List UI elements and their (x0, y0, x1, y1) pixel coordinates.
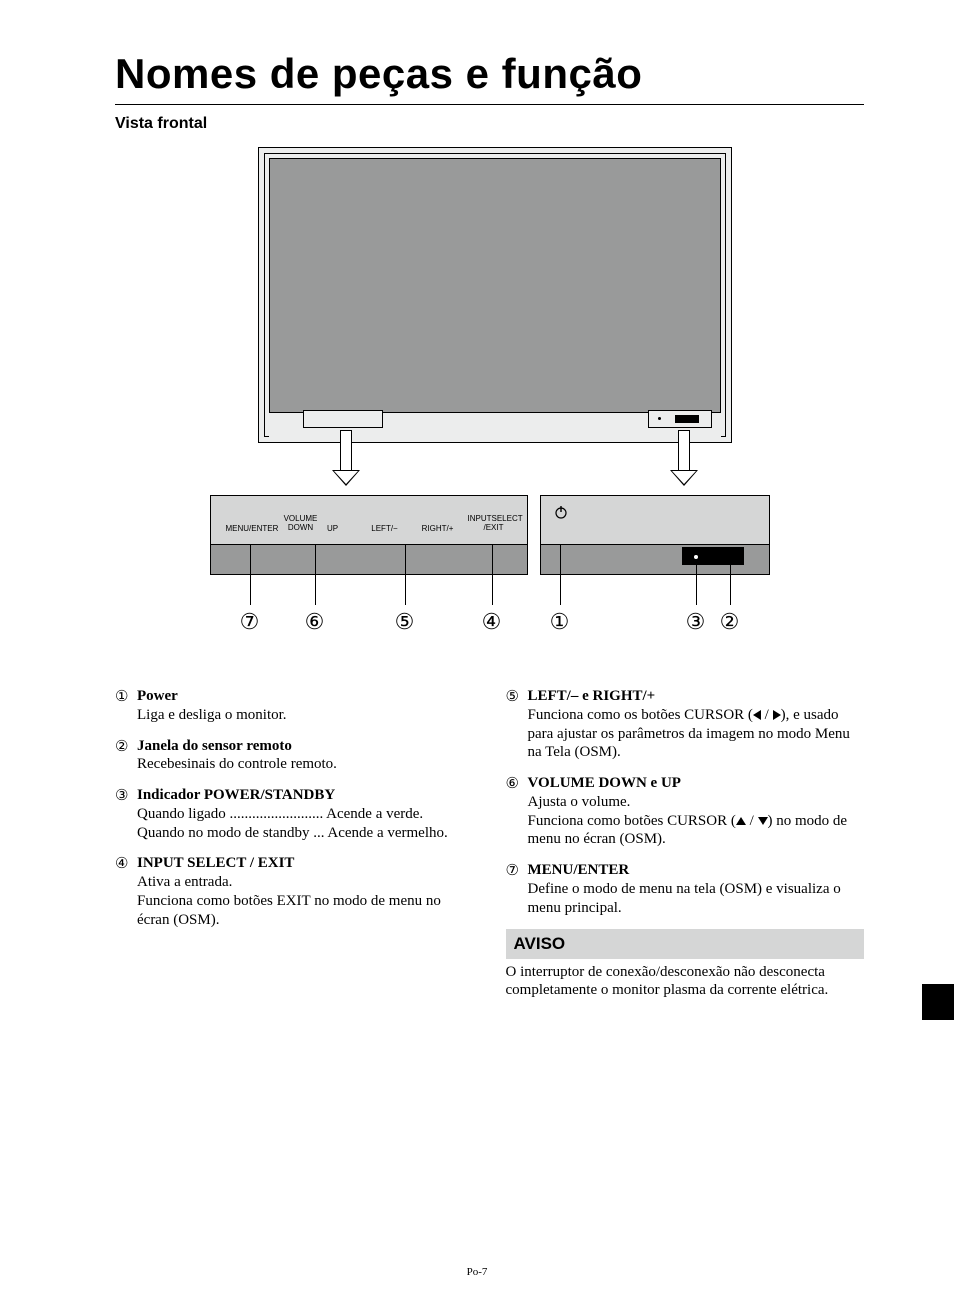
item-menu-line1: Define o modo de menu na tela (OSM) e vi… (528, 881, 841, 916)
monitor-screen (269, 158, 721, 413)
item-volume-line1: Ajusta o volume. (528, 794, 631, 810)
item-standby-title: Indicador POWER/STANDBY (137, 787, 335, 803)
bezel-led-hint (658, 417, 661, 420)
callout-4: ④ (481, 609, 503, 631)
item-power-desc: Liga e desliga o monitor. (137, 707, 287, 723)
item-sensor-title: Janela do sensor remoto (137, 738, 292, 754)
item-menu-enter: ⑦ MENU/ENTER Define o modo de menu na te… (506, 861, 865, 917)
triangle-left-icon (753, 710, 761, 720)
callout-line-5 (405, 545, 406, 605)
item-input-select: ④ INPUT SELECT / EXIT Ativa a entrada. F… (115, 854, 474, 929)
triangle-right-icon (773, 710, 781, 720)
item-input-title: INPUT SELECT / EXIT (137, 855, 294, 871)
aviso-body: O interruptor de conexão/desconexão não … (506, 963, 865, 1001)
item-power-title: Power (137, 688, 178, 704)
aviso-heading: AVISO (506, 929, 865, 958)
callout-3: ③ (685, 609, 707, 631)
triangle-up-icon (736, 817, 746, 825)
subhead-vista-frontal: Vista frontal (115, 115, 864, 133)
item-standby-line1: Quando ligado ......................... … (137, 806, 423, 822)
item-sensor-desc: Recebesinais do controle remoto. (137, 756, 337, 772)
page-edge-tab (922, 984, 954, 1020)
page-title: Nomes de peças e função (115, 50, 864, 98)
callout-line-4 (492, 545, 493, 605)
footer-page-number: Po-7 (0, 1266, 954, 1278)
item-power: ① Power Liga e desliga o monitor. (115, 687, 474, 725)
arrow-left-icon (332, 430, 360, 486)
label-right: RIGHT/+ (418, 525, 458, 534)
item-power-standby: ③ Indicador POWER/STANDBY Quando ligado … (115, 786, 474, 842)
left-column: ① Power Liga e desliga o monitor. ② Jane… (115, 687, 474, 1000)
label-input-select: INPUTSELECT /EXIT (468, 515, 520, 533)
item-input-line2: Funciona como botões EXIT no modo de men… (137, 893, 441, 928)
item-volume: ⑥ VOLUME DOWN e UP Ajusta o volume. Func… (506, 774, 865, 849)
power-icon (554, 505, 568, 519)
standby-led (694, 555, 698, 559)
callout-line-3 (696, 565, 697, 605)
callout-2: ② (719, 609, 741, 631)
item-volume-title: VOLUME DOWN e UP (528, 775, 681, 791)
item-standby-line2: Quando no modo de standby ... Acende a v… (137, 825, 448, 841)
label-menu-enter: MENU/ENTER (226, 525, 276, 534)
item-leftright-title: LEFT/– e RIGHT/+ (528, 688, 656, 704)
callout-7: ⑦ (239, 609, 261, 631)
callout-line-2 (730, 565, 731, 605)
label-up: UP (318, 525, 348, 534)
item-sensor-window: ② Janela do sensor remoto Recebesinais d… (115, 737, 474, 775)
right-column: ⑤ LEFT/– e RIGHT/+ Funciona como os botõ… (506, 687, 865, 1000)
callout-6: ⑥ (304, 609, 326, 631)
panel-labels: MENU/ENTER VOLUME DOWN UP LEFT/− RIGHT/+… (210, 497, 528, 543)
label-left: LEFT/− (365, 525, 405, 534)
control-panel-left-dark (210, 545, 528, 575)
control-panel-right (540, 495, 770, 545)
arrow-right-icon (670, 430, 698, 486)
callout-line-7 (250, 545, 251, 605)
bezel-connector-left (303, 410, 383, 428)
remote-sensor-window (682, 547, 744, 565)
triangle-down-icon (758, 817, 768, 825)
item-left-right: ⑤ LEFT/– e RIGHT/+ Funciona como os botõ… (506, 687, 865, 762)
callout-1: ① (549, 609, 571, 631)
item-input-line1: Ativa a entrada. (137, 874, 232, 890)
title-rule (115, 104, 864, 105)
callout-5: ⑤ (394, 609, 416, 631)
callout-line-1 (560, 545, 561, 605)
callout-line-6 (315, 545, 316, 605)
bezel-sensor-hint (675, 415, 699, 423)
item-menu-title: MENU/ENTER (528, 862, 630, 878)
front-view-diagram: MENU/ENTER VOLUME DOWN UP LEFT/− RIGHT/+… (210, 147, 770, 667)
